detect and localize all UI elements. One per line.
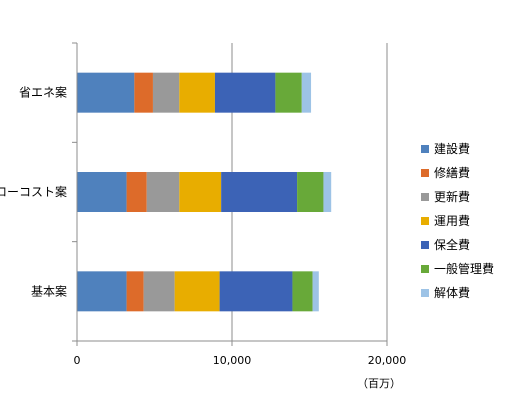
bar-segment <box>179 172 222 212</box>
category-label: 省エネ案 <box>19 85 67 100</box>
legend-swatch <box>421 289 429 297</box>
legend-label: 保全費 <box>434 237 470 252</box>
bar-segment <box>179 72 215 113</box>
x-tick-label: 10,000 <box>213 354 252 367</box>
bar-segment <box>143 271 175 312</box>
bar-segment <box>77 172 127 212</box>
bar-segment <box>126 172 147 212</box>
legend-swatch <box>421 169 429 177</box>
axes <box>72 42 388 346</box>
category-label: 基本案 <box>31 283 67 298</box>
bar-segment <box>174 271 220 312</box>
bar-segment <box>126 271 144 312</box>
bar-segment <box>146 172 180 212</box>
bar-segment <box>323 172 332 212</box>
bar-segment <box>275 72 302 113</box>
x-tick-label: 20,000 <box>368 354 407 367</box>
legend-label: 解体費 <box>434 285 470 300</box>
bars <box>77 72 332 312</box>
bar-segment <box>292 271 313 312</box>
bar-segment <box>77 72 135 113</box>
bar-segment <box>152 72 180 113</box>
legend-swatch <box>421 193 429 201</box>
legend-swatch <box>421 217 429 225</box>
bar-segment <box>301 72 312 113</box>
legend-label: 運用費 <box>434 213 470 228</box>
category-label: ローコスト案 <box>0 184 67 199</box>
x-axis-unit: （百万） <box>357 377 401 390</box>
bar-segment <box>312 271 319 312</box>
legend-label: 更新費 <box>434 189 470 204</box>
legend-label: 修繕費 <box>434 165 470 180</box>
bar-segment <box>221 172 298 212</box>
x-tick-labels: 0 10,000 20,000 <box>74 354 407 367</box>
legend-swatch <box>421 145 429 153</box>
bar-segment <box>134 72 153 113</box>
legend-swatch <box>421 265 429 273</box>
bar-segment <box>77 271 127 312</box>
bar-segment <box>297 172 324 212</box>
bar-segment <box>214 72 276 113</box>
bar-segment <box>219 271 293 312</box>
legend-label: 一般管理費 <box>434 261 494 276</box>
x-tick-label: 0 <box>74 354 81 367</box>
legend-swatch <box>421 241 429 249</box>
legend-label: 建設費 <box>434 141 470 156</box>
